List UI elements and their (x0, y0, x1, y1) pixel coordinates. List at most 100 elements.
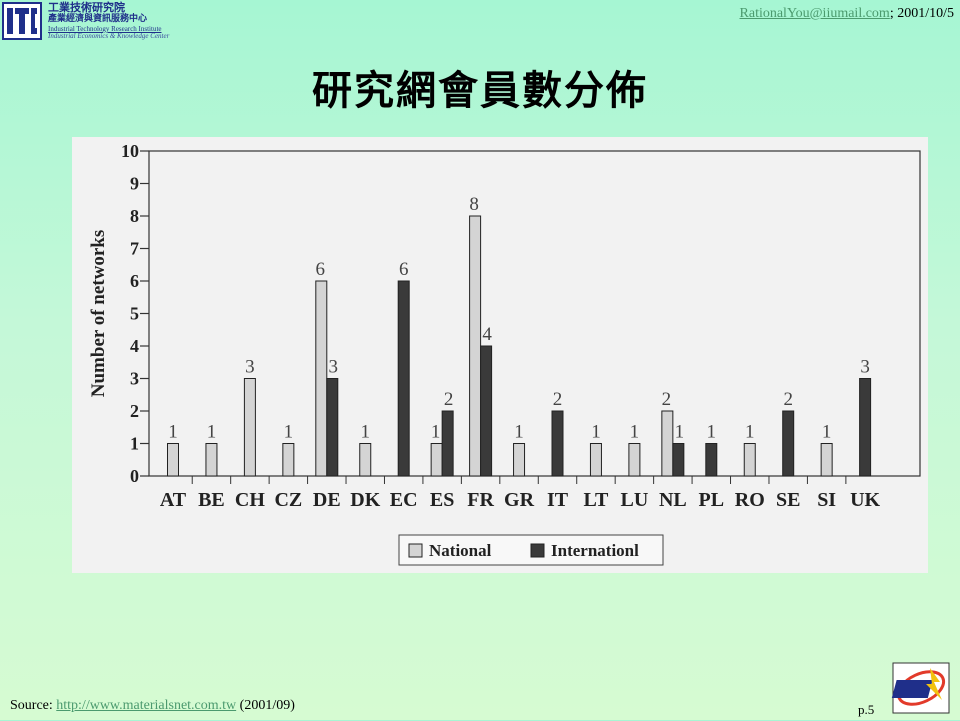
bar-national (628, 443, 641, 477)
data-label: 1 (591, 422, 601, 443)
x-tick-label: AT (160, 489, 187, 511)
org-dept-en: Industrial Economics & Knowledge Center (48, 32, 170, 40)
y-tick-label: 4 (130, 336, 139, 356)
source-date: (2001/09) (236, 698, 295, 713)
data-label: 1 (284, 422, 294, 443)
y-tick-label: 5 (130, 304, 139, 324)
y-tick-label: 9 (130, 174, 139, 194)
source-link[interactable]: http://www.materialsnet.com.tw (56, 698, 237, 713)
x-tick-label: DK (350, 489, 380, 511)
legend-label-national: National (429, 541, 492, 560)
bar-national (315, 280, 328, 477)
bar-national (167, 443, 179, 477)
y-tick-label: 8 (130, 206, 139, 226)
x-tick-label: PL (699, 489, 725, 511)
y-tick-label: 7 (130, 239, 139, 259)
data-label: 3 (245, 357, 255, 378)
x-tick-label: SE (776, 489, 800, 511)
legend-swatch-international (530, 543, 545, 558)
x-tick-label: LT (584, 489, 610, 511)
data-label: 2 (662, 389, 672, 410)
bar-chart-panel: 0 1 2 3 4 5 6 7 8 9 10 Number of networks AT 1 BE 1 CH 3 C… (72, 137, 928, 573)
y-tick-label: 6 (130, 271, 139, 291)
y-tick-label: 3 (130, 369, 139, 389)
legend-label-international: Internationl (551, 541, 639, 560)
bar-international (480, 345, 493, 477)
x-tick-label: SI (817, 489, 836, 511)
x-tick-label: EC (390, 489, 418, 511)
data-label: 4 (482, 324, 492, 345)
x-tick-label: FR (467, 489, 494, 511)
x-tick-label: IT (547, 489, 569, 511)
bar-national (282, 443, 295, 477)
data-label: 3 (860, 357, 870, 378)
x-tick-label: CH (235, 489, 265, 511)
iek-badge-icon (890, 660, 952, 716)
bar-international (859, 378, 872, 477)
bar-international (672, 443, 685, 477)
y-tick-label: 0 (130, 466, 139, 486)
page-title: 研究網會員數分佈 (312, 68, 648, 114)
x-tick-label: DE (313, 489, 341, 511)
org-name-zh: 工業技術研究院 (48, 1, 125, 14)
org-logo: 工業技術研究院 產業經濟與資訊服務中心 Industrial Technolog… (2, 2, 202, 42)
bar-national (359, 443, 372, 477)
data-label: 3 (329, 357, 339, 378)
bar-international (441, 410, 454, 477)
bar-national (205, 443, 218, 477)
source-line: Source: http://www.materialsnet.com.tw (… (10, 698, 295, 714)
data-label: 1 (630, 422, 640, 443)
bar-national (820, 443, 833, 477)
bar-international (782, 410, 795, 477)
data-label: 1 (207, 422, 217, 443)
bar-national (589, 443, 602, 477)
plot-frame (148, 150, 921, 477)
data-label: 1 (431, 422, 441, 443)
bar-international (705, 443, 718, 477)
bar-national (243, 378, 256, 477)
x-tick-label: ES (430, 489, 454, 511)
bar-national (661, 410, 674, 477)
data-label: 1 (675, 422, 685, 443)
y-tick-label: 1 (130, 434, 139, 454)
x-tick-label: LU (621, 489, 649, 511)
data-label: 1 (168, 422, 178, 443)
data-label: 6 (399, 259, 409, 280)
source-label: Source: (10, 698, 57, 713)
x-tick-label: BE (198, 489, 225, 511)
bar-national (743, 443, 756, 477)
bar-national (430, 443, 443, 477)
bar-national (513, 443, 526, 477)
header-info: RationalYou@iiumail.com; 2001/10/5 (740, 6, 954, 22)
bar-international (551, 410, 564, 477)
data-label: 8 (469, 194, 479, 215)
email-link[interactable]: RationalYou@iiumail.com (739, 6, 890, 21)
data-label: 6 (316, 259, 326, 280)
data-label: 1 (745, 422, 755, 443)
data-label: 1 (514, 422, 524, 443)
x-tick-label: NL (659, 489, 687, 511)
org-dept-zh: 產業經濟與資訊服務中心 (48, 14, 148, 24)
bar-national (469, 215, 482, 477)
bar-international (397, 280, 410, 477)
y-axis-label: Number of networks (88, 230, 109, 397)
data-label: 2 (553, 389, 563, 410)
data-label: 1 (707, 422, 717, 443)
bar-international (326, 378, 339, 477)
page-number: p.5 (858, 702, 875, 717)
data-label: 1 (822, 422, 832, 443)
data-label: 1 (361, 422, 371, 443)
x-tick-label: UK (850, 489, 880, 511)
x-tick-label: CZ (274, 489, 302, 511)
legend-swatch-national (408, 543, 423, 558)
x-tick-label: GR (504, 489, 535, 511)
y-tick-label: 2 (130, 401, 139, 421)
y-tick-label: 10 (121, 141, 139, 161)
header-date: ; 2001/10/5 (889, 6, 954, 21)
data-label: 2 (783, 389, 793, 410)
org-name-en: Industrial Technology Research Institute (48, 25, 162, 33)
data-label: 2 (444, 389, 454, 410)
itri-logo-icon (2, 2, 42, 40)
x-tick-label: RO (735, 489, 765, 511)
